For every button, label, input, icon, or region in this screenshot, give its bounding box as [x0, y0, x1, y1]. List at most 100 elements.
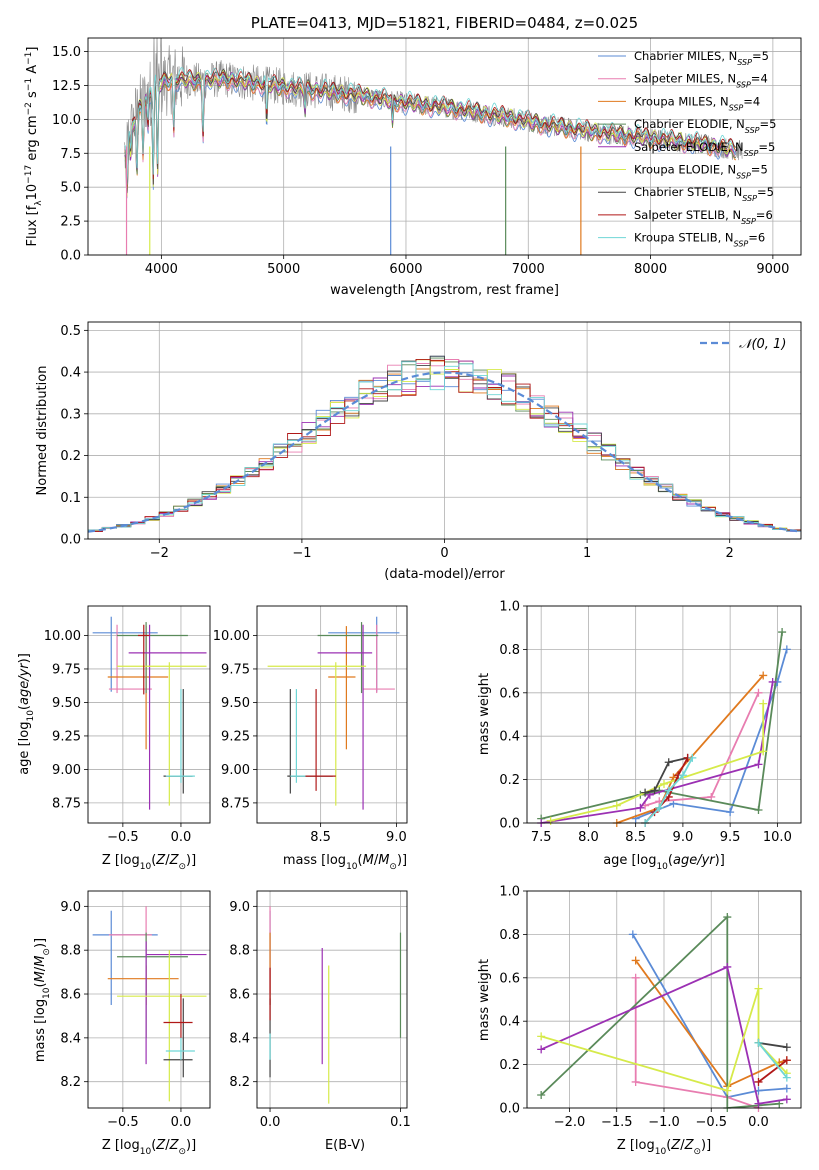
- mass-weight-marker: [759, 699, 768, 708]
- y-tick-label: 9.00: [52, 763, 81, 778]
- age_vs_mass-axes: [253, 606, 407, 827]
- mass-weight-marker: [537, 1045, 546, 1054]
- label-part: )]: [33, 938, 48, 948]
- legend-eq: =: [756, 208, 766, 222]
- legend-series-name: Salpeter ELODIE: [634, 140, 728, 154]
- x-tick-label: 8.0: [578, 830, 599, 845]
- x-axis-label: E(B-V): [325, 1138, 365, 1153]
- label-part: 10: [346, 862, 358, 872]
- legend-sep: , N: [720, 72, 736, 86]
- label-part: M: [33, 971, 48, 982]
- label-part: 10: [26, 710, 36, 722]
- x-tick-label: 8.5: [310, 830, 331, 845]
- x-tick-label: 9.0: [386, 830, 407, 845]
- y-tick-label: 0.3: [60, 407, 81, 422]
- axes-frame: [87, 605, 211, 824]
- x-axis-label: (data-model)/error: [384, 567, 505, 582]
- mass-weight-marker: [759, 747, 768, 756]
- y-tick-label: 9.0: [60, 900, 81, 915]
- legend-nssp: 4: [760, 72, 767, 86]
- y-tick-label: 8.4: [229, 1031, 250, 1046]
- legend-entry: 𝒩(0, 1): [739, 337, 786, 352]
- y-axis-label: age [log10(age/yr)]: [17, 653, 36, 775]
- y-tick-label: 0.5: [60, 324, 81, 339]
- mass-weight-line: [644, 692, 760, 807]
- label-part: Z: [155, 853, 166, 868]
- legend-sep: , N: [728, 140, 744, 154]
- mass-weight-marker: [628, 930, 637, 939]
- legend-nssp: 5: [769, 117, 776, 131]
- mass-weight-marker: [537, 1032, 546, 1041]
- legend-entry: Chabrier STELIB, NSSP=5: [634, 185, 774, 203]
- y-tick-label: 9.00: [221, 763, 250, 778]
- mass_weight_vs_age-axes: [523, 605, 801, 827]
- y-tick-label: 0.1: [60, 491, 81, 506]
- legend-sep: , N: [720, 163, 736, 177]
- legend-eq: =: [758, 140, 768, 154]
- x-tick-label: 1: [583, 546, 591, 561]
- mass-weight-line: [632, 933, 787, 1099]
- legend-sub: SSP: [736, 171, 751, 180]
- x-tick-label: 0: [440, 546, 448, 561]
- legend-series-name: Chabrier ELODIE: [634, 117, 729, 131]
- y-tick-label: 9.50: [221, 696, 250, 711]
- legend-eq: =: [760, 117, 770, 131]
- y-tick-label: 9.25: [221, 729, 250, 744]
- x-tick-label: −2: [150, 546, 169, 561]
- legend-nssp: 4: [753, 94, 760, 108]
- y-tick-label: 10.00: [213, 629, 250, 644]
- y-tick-label: 0.2: [499, 1058, 520, 1073]
- label-part: Z: [684, 1138, 695, 1153]
- x-tick-label: −0.5: [107, 830, 139, 845]
- y-tick-label: 10.0: [52, 113, 81, 128]
- y-tick-label: 0.0: [499, 1102, 520, 1117]
- label-part: age [log: [603, 853, 656, 868]
- mass-weight-marker: [782, 1073, 791, 1082]
- model-spectrum-line: [124, 67, 736, 185]
- mass-weight-marker: [782, 1043, 791, 1052]
- label-part: Z: [169, 1138, 180, 1153]
- x-tick-label: 10.0: [763, 830, 792, 845]
- label-part: mass [log: [33, 999, 48, 1062]
- mass-weight-marker: [631, 1077, 640, 1086]
- mass-weight-marker: [723, 962, 732, 971]
- legend-series-name: Kroupa MILES: [634, 94, 713, 108]
- y-tick-label: 0.0: [499, 817, 520, 832]
- label-part: mass [log: [283, 853, 346, 868]
- mass-weight-marker: [759, 671, 768, 680]
- label-part: ⊙: [178, 862, 186, 872]
- label-part: )]: [186, 853, 196, 868]
- legend-nssp: 6: [765, 208, 772, 222]
- mass-weight-marker: [641, 788, 650, 797]
- model-spectrum-line: [124, 69, 737, 198]
- label-part: 10: [656, 862, 668, 872]
- label-part: (: [17, 705, 32, 710]
- axes-frame: [87, 37, 802, 256]
- legend-eq: =: [751, 163, 761, 177]
- y-tick-label: 0.4: [499, 1015, 520, 1030]
- mass-weight-marker: [664, 758, 673, 767]
- label-part: age/yr: [673, 853, 716, 868]
- label-part: (: [33, 982, 48, 987]
- legend-sep: , N: [718, 231, 734, 245]
- label-part: −17: [24, 165, 34, 184]
- mass_vs_Z-axes: [84, 891, 210, 1112]
- label-part: 10: [140, 862, 152, 872]
- y-tick-label: 10.00: [44, 629, 81, 644]
- x-tick-label: 7000: [512, 262, 545, 277]
- y-axis-label: Flux [fλ10−17 erg cm−2 s−1 A−1]: [24, 47, 44, 247]
- label-part: ]: [25, 47, 40, 52]
- y-tick-label: 0.4: [499, 730, 520, 745]
- axes-frame: [526, 890, 802, 1109]
- y-tick-label: 2.5: [60, 215, 81, 230]
- axes-frame: [526, 605, 802, 824]
- y-tick-label: 8.2: [229, 1075, 250, 1090]
- legend-sub: SSP: [742, 194, 757, 203]
- x-tick-label: 9000: [756, 262, 789, 277]
- legend-series-name: Chabrier STELIB: [634, 185, 726, 199]
- legend-entry: Salpeter ELODIE, NSSP=5: [634, 140, 775, 158]
- data-spectrum-line: [124, 38, 743, 187]
- label-part: /: [33, 966, 48, 971]
- label-part: Z: [670, 1138, 681, 1153]
